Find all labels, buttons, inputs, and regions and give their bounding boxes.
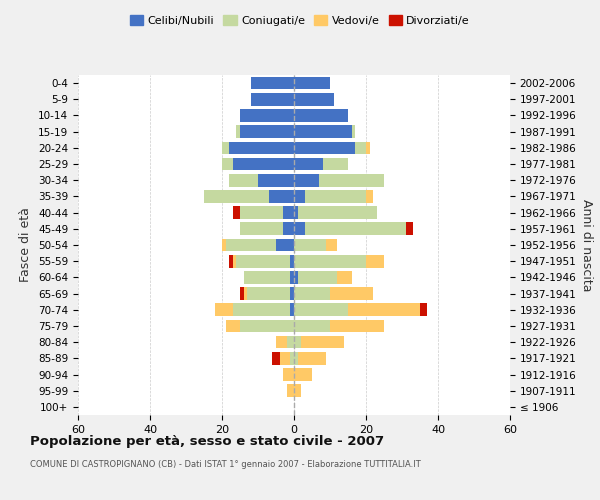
Bar (294, 109, 348, 122)
Bar (294, 238, 326, 252)
Bar (283, 368, 294, 381)
Bar (276, 336, 287, 348)
Bar (204, 190, 269, 202)
Bar (240, 288, 244, 300)
Bar (326, 238, 337, 252)
Bar (240, 222, 283, 235)
Bar (240, 206, 283, 219)
Bar (258, 174, 294, 186)
Bar (294, 222, 305, 235)
Bar (348, 304, 420, 316)
Bar (226, 320, 240, 332)
Bar (240, 126, 294, 138)
Bar (305, 190, 366, 202)
Bar (406, 222, 413, 235)
Y-axis label: Fasce di età: Fasce di età (19, 208, 32, 282)
Legend: Celibi/Nubili, Coniugati/e, Vedovi/e, Divorziati/e: Celibi/Nubili, Coniugati/e, Vedovi/e, Di… (125, 10, 475, 30)
Bar (294, 255, 366, 268)
Bar (233, 206, 240, 219)
Bar (287, 384, 294, 397)
Bar (330, 320, 384, 332)
Bar (294, 174, 319, 186)
Bar (323, 158, 348, 170)
Bar (298, 271, 337, 283)
Bar (290, 271, 294, 283)
Text: Popolazione per età, sesso e stato civile - 2007: Popolazione per età, sesso e stato civil… (30, 435, 384, 448)
Bar (283, 206, 294, 219)
Bar (229, 142, 294, 154)
Bar (247, 288, 290, 300)
Bar (294, 190, 305, 202)
Bar (290, 288, 294, 300)
Bar (420, 304, 427, 316)
Bar (294, 93, 334, 106)
Bar (215, 304, 233, 316)
Bar (305, 222, 406, 235)
Bar (366, 255, 384, 268)
Bar (251, 93, 294, 106)
Bar (294, 384, 301, 397)
Bar (236, 255, 290, 268)
Bar (229, 255, 233, 268)
Bar (294, 158, 323, 170)
Bar (244, 288, 247, 300)
Bar (290, 255, 294, 268)
Bar (287, 336, 294, 348)
Bar (276, 238, 294, 252)
Bar (251, 77, 294, 90)
Bar (294, 77, 330, 90)
Bar (233, 255, 236, 268)
Bar (280, 352, 290, 364)
Bar (366, 142, 370, 154)
Bar (366, 190, 373, 202)
Bar (355, 142, 366, 154)
Bar (294, 304, 348, 316)
Bar (269, 190, 294, 202)
Bar (290, 352, 294, 364)
Bar (233, 158, 294, 170)
Bar (226, 238, 276, 252)
Bar (244, 271, 290, 283)
Bar (236, 126, 240, 138)
Bar (283, 222, 294, 235)
Bar (294, 320, 330, 332)
Bar (294, 206, 298, 219)
Bar (294, 368, 312, 381)
Bar (222, 158, 233, 170)
Bar (233, 304, 290, 316)
Bar (222, 142, 229, 154)
Bar (294, 271, 298, 283)
Bar (337, 271, 352, 283)
Bar (298, 352, 326, 364)
Bar (240, 109, 294, 122)
Text: COMUNE DI CASTROPIGNANO (CB) - Dati ISTAT 1° gennaio 2007 - Elaborazione TUTTITA: COMUNE DI CASTROPIGNANO (CB) - Dati ISTA… (30, 460, 421, 469)
Bar (301, 336, 344, 348)
Bar (240, 320, 294, 332)
Bar (294, 142, 355, 154)
Bar (272, 352, 280, 364)
Bar (319, 174, 384, 186)
Bar (222, 238, 226, 252)
Bar (294, 336, 301, 348)
Bar (294, 288, 330, 300)
Bar (330, 288, 373, 300)
Bar (229, 174, 258, 186)
Bar (298, 206, 377, 219)
Bar (352, 126, 355, 138)
Bar (294, 352, 298, 364)
Bar (290, 304, 294, 316)
Bar (294, 126, 352, 138)
Y-axis label: Anni di nascita: Anni di nascita (580, 198, 593, 291)
